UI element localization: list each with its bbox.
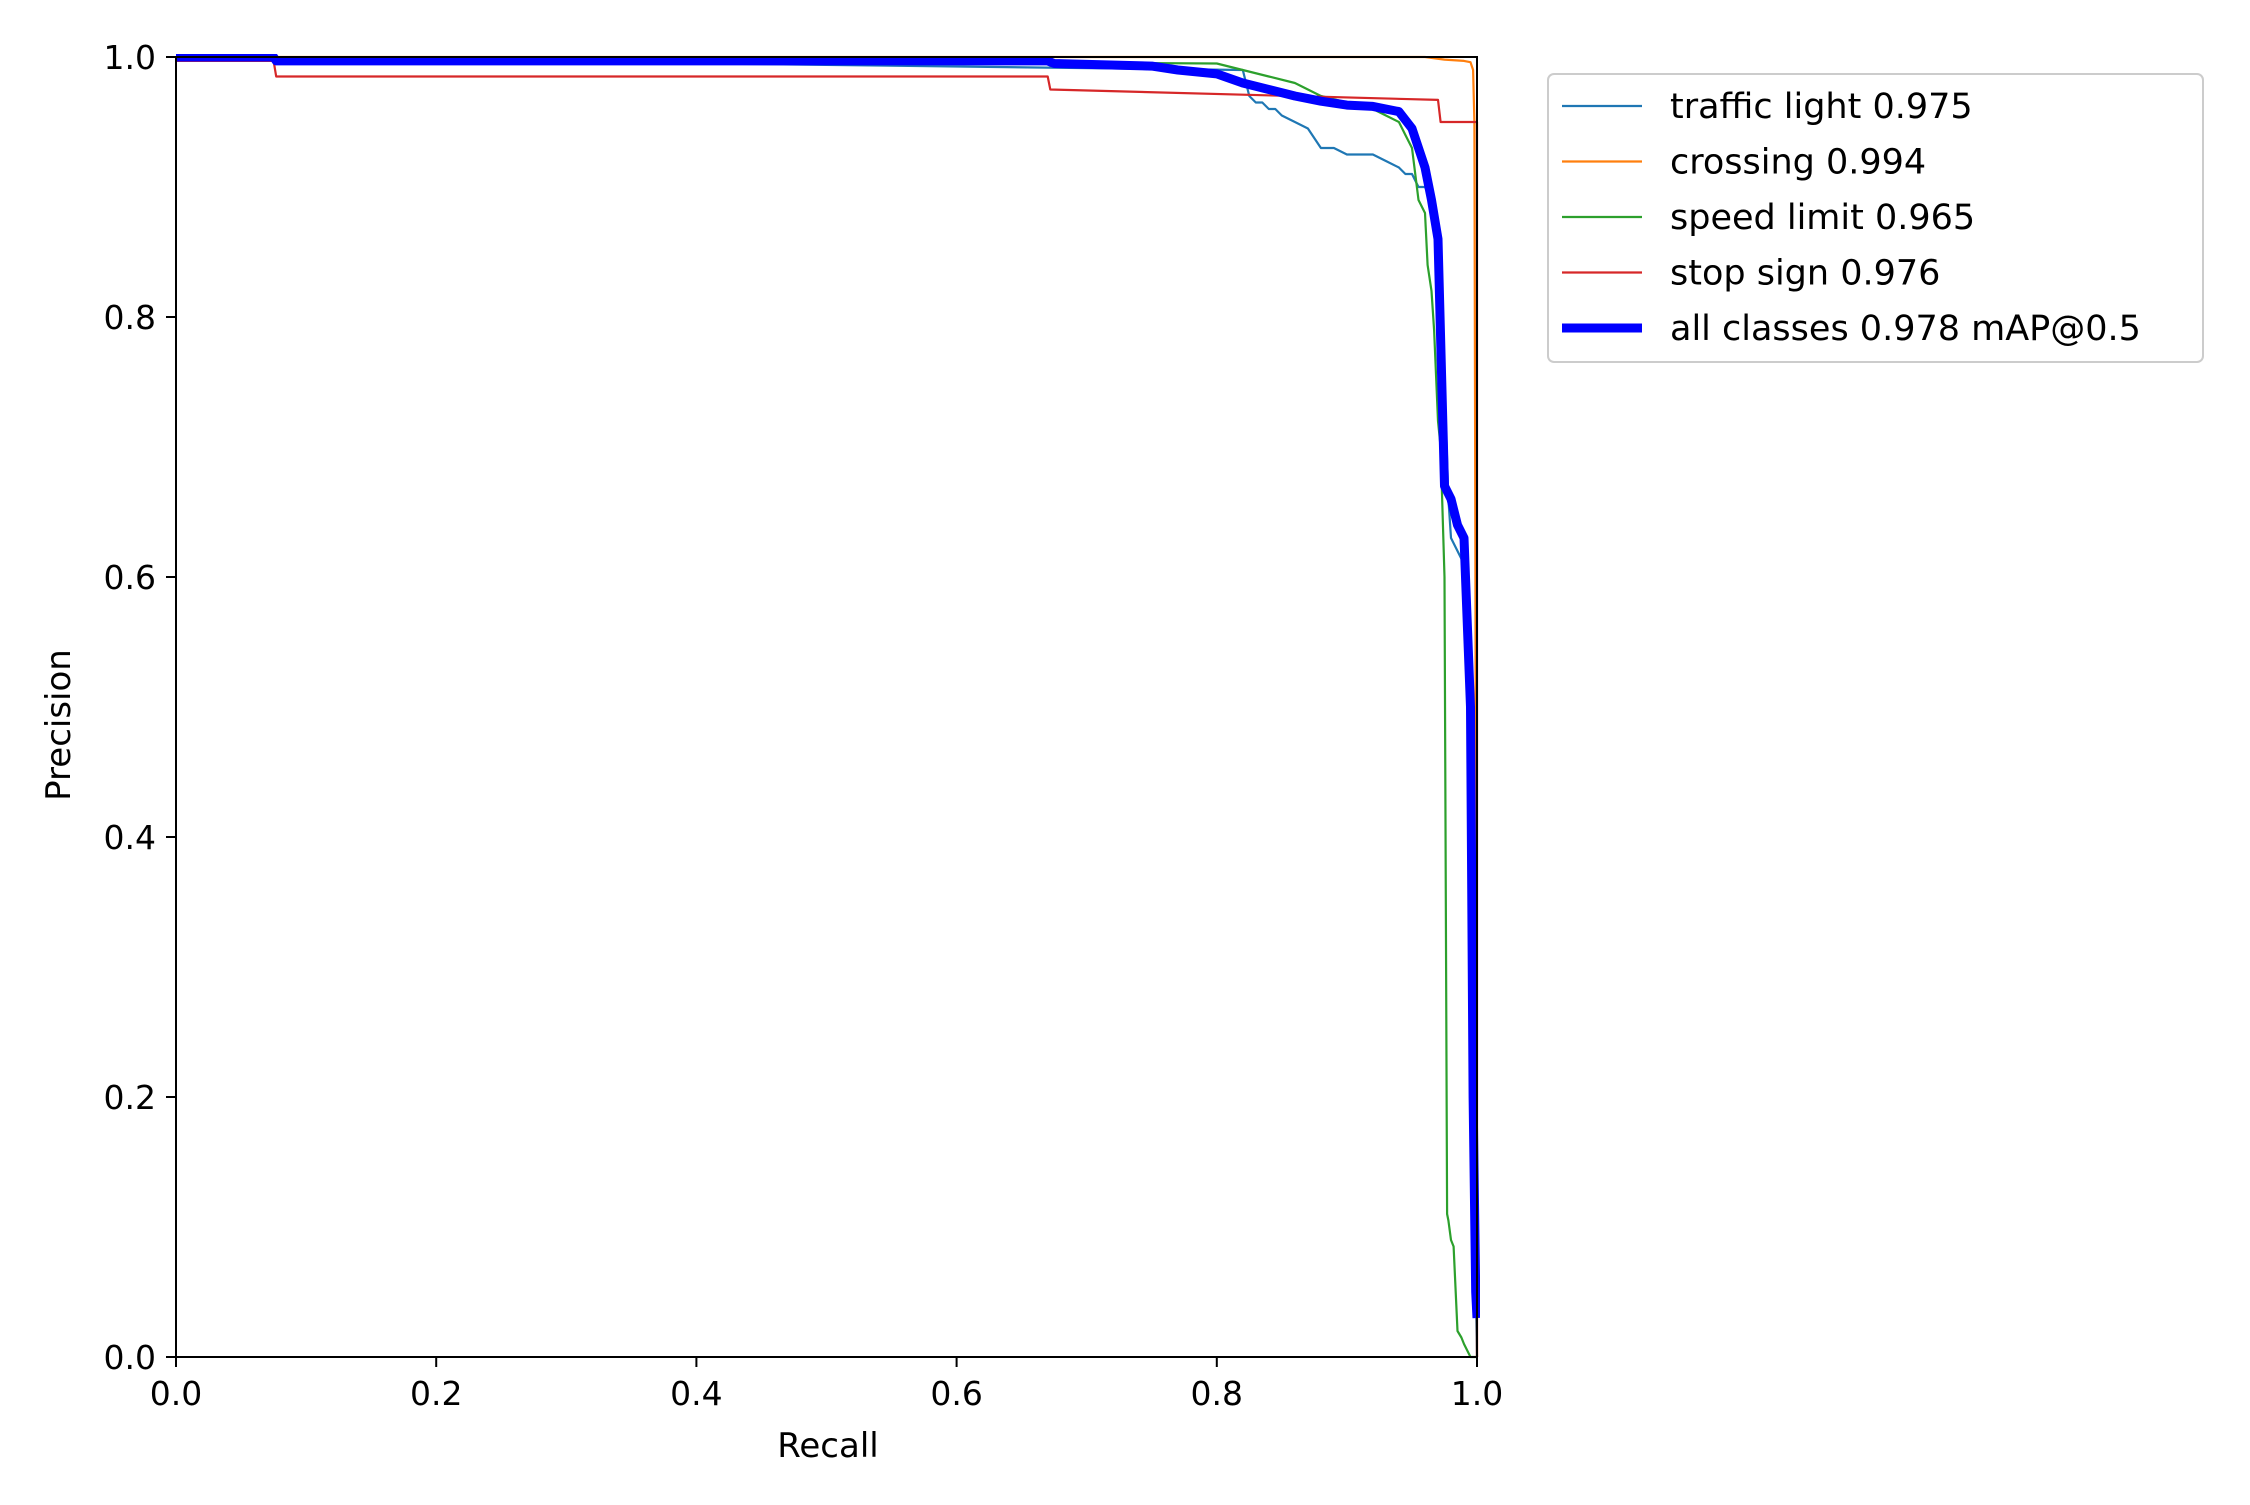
x-tick-label: 1.0 (1451, 1374, 1503, 1413)
series-line-4 (176, 61, 1477, 1357)
series-line-2 (176, 57, 1477, 1357)
x-tick-label: 0.4 (670, 1374, 722, 1413)
series-line-3 (176, 57, 1477, 1357)
y-tick-label: 0.0 (104, 1338, 156, 1377)
x-tick-label: 0.8 (1191, 1374, 1243, 1413)
axes-frame (176, 57, 1477, 1357)
series-line-5 (176, 57, 1477, 1318)
plot-area (176, 57, 1477, 1357)
series-line-1 (176, 57, 1477, 1357)
x-tick-label: 0.6 (930, 1374, 982, 1413)
y-axis-ticks: 0.0 0.2 0.4 0.6 0.8 1.0 (104, 38, 176, 1377)
legend-label-3: speed limit 0.965 (1670, 198, 1975, 238)
x-tick-label: 0.2 (410, 1374, 462, 1413)
x-axis-ticks: 0.0 0.2 0.4 0.6 0.8 1.0 (150, 1357, 1503, 1413)
legend-label-5: all classes 0.978 mAP@0.5 (1670, 309, 2141, 349)
legend-label-4: stop sign 0.976 (1670, 254, 1940, 294)
legend: traffic light 0.975 crossing 0.994 speed l… (1548, 74, 2203, 362)
y-tick-label: 0.6 (104, 558, 156, 597)
legend-label-2: crossing 0.994 (1670, 143, 1926, 183)
legend-label-1: traffic light 0.975 (1670, 87, 1973, 127)
y-tick-label: 1.0 (104, 38, 156, 77)
y-tick-label: 0.8 (104, 298, 156, 337)
y-tick-label: 0.2 (104, 1078, 156, 1117)
series-group (176, 57, 1477, 1357)
y-axis-label: Precision (39, 649, 79, 801)
y-tick-label: 0.4 (104, 818, 156, 857)
x-tick-label: 0.0 (150, 1374, 202, 1413)
x-axis-label: Recall (777, 1426, 878, 1466)
